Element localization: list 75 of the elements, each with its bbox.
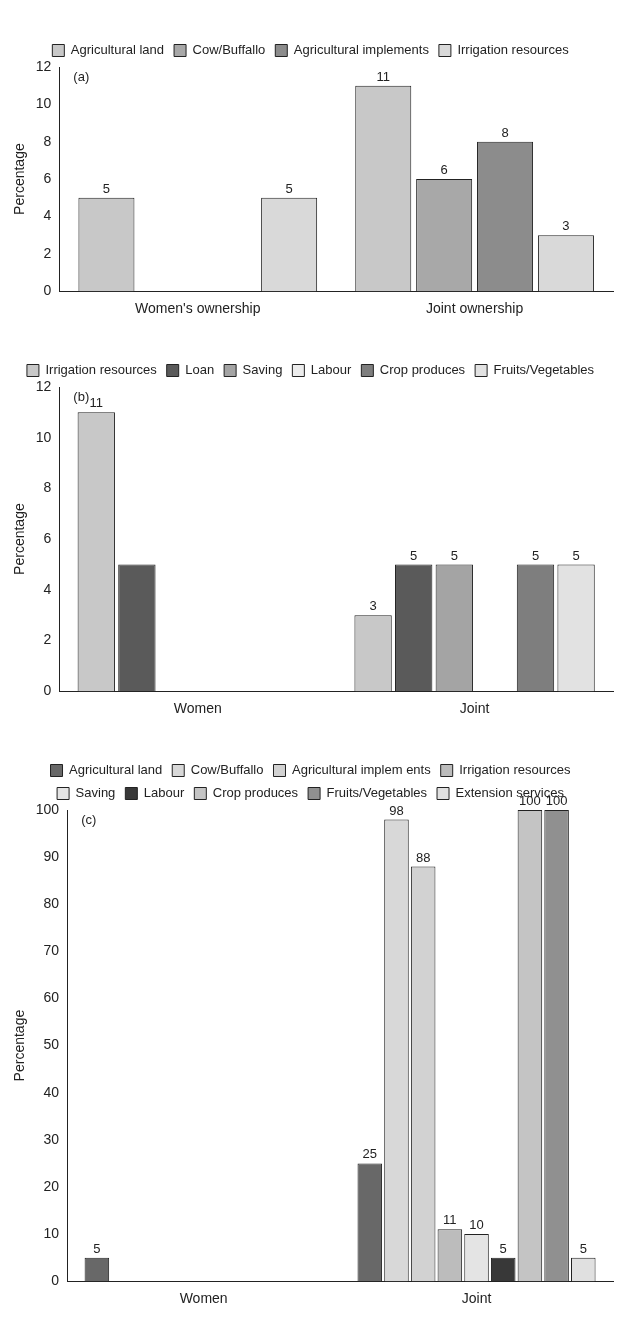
y-tick-label: 70 [43, 942, 60, 959]
legend-label: Fruits/Vegetables [326, 785, 428, 801]
y-tick-label: 6 [43, 169, 52, 186]
annotation: (c) [81, 812, 97, 828]
legend-label: Irrigation resources [45, 362, 158, 378]
y-axis-title: Percentage [11, 143, 28, 215]
data-label: 3 [369, 598, 377, 614]
x-tick-label: Joint ownership [425, 300, 524, 317]
y-tick-label: 100 [35, 800, 60, 817]
data-label: 11 [376, 68, 390, 84]
y-tick-label: 12 [35, 377, 52, 394]
data-label: 98 [389, 802, 404, 818]
data-label: 5 [531, 547, 540, 563]
y-tick-label: 0 [43, 282, 52, 299]
legend-label: Labour [310, 362, 353, 378]
legend-label: Crop produces [212, 785, 299, 801]
data-label: 5 [579, 1240, 587, 1256]
legend-label: Irrigation resources [459, 762, 571, 778]
data-label: 5 [450, 547, 458, 563]
y-tick-label: 6 [43, 529, 52, 546]
data-label: 88 [415, 849, 431, 865]
x-tick-label: Women [179, 1290, 228, 1307]
y-tick-label: 20 [43, 1177, 60, 1194]
y-tick-label: 80 [43, 895, 60, 912]
y-tick-label: 2 [43, 244, 52, 261]
y-tick-label: 4 [43, 580, 52, 597]
data-label: 5 [285, 180, 293, 196]
data-label: 10 [469, 1217, 484, 1233]
x-tick-label: Joint [461, 1290, 492, 1307]
y-tick-label: 30 [43, 1130, 60, 1147]
legend-label: Agricultural land [70, 42, 165, 58]
y-tick-label: 8 [43, 479, 52, 496]
data-label: 5 [102, 180, 111, 196]
data-label: 6 [440, 162, 448, 178]
legend-label: Labour [143, 785, 185, 801]
legend-label: Cow/Buffallo [192, 42, 266, 58]
data-label: 11 [443, 1212, 457, 1228]
annotation: (b) [73, 389, 90, 405]
legend-label: Saving [242, 362, 283, 378]
y-tick-label: 10 [43, 1224, 60, 1241]
legend-label: Agricultural land [69, 762, 163, 778]
data-label: 5 [93, 1240, 101, 1256]
y-tick-label: 10 [35, 95, 52, 112]
legend-label: Crop produces [379, 362, 466, 378]
data-label: 5 [499, 1240, 507, 1256]
y-tick-label: 0 [43, 682, 52, 699]
y-tick-label: 10 [35, 428, 52, 445]
y-tick-label: 50 [43, 1036, 60, 1053]
y-tick-label: 0 [51, 1272, 60, 1289]
y-tick-label: 2 [43, 631, 52, 648]
y-tick-label: 90 [43, 847, 60, 864]
x-tick-label: Women's ownership [135, 300, 261, 317]
legend-label: Loan [185, 362, 215, 378]
annotation: (a) [73, 69, 90, 85]
legend-label: Irrigation resources [457, 42, 570, 58]
legend-label: Saving [75, 785, 116, 801]
x-tick-label: Women [173, 700, 222, 717]
data-label: 3 [562, 218, 570, 234]
x-tick-label: Joint [459, 700, 490, 717]
data-label: 5 [572, 547, 580, 563]
legend-label: Cow/Buffallo [190, 762, 264, 778]
y-axis-title: Percentage [11, 1009, 28, 1082]
y-tick-label: 60 [43, 989, 60, 1006]
legend-label: Agricultural implements [293, 42, 430, 58]
y-axis-title: Percentage [11, 503, 28, 575]
y-tick-label: 12 [35, 57, 52, 74]
data-label: 25 [362, 1146, 378, 1162]
y-tick-label: 8 [43, 132, 52, 149]
data-label: 8 [501, 124, 509, 140]
legend-label: Agricultural implem ents [291, 762, 432, 778]
data-label: 5 [410, 547, 418, 563]
y-tick-label: 40 [43, 1083, 60, 1100]
data-label: 11 [89, 395, 104, 411]
y-tick-label: 4 [43, 207, 52, 224]
legend-label: Fruits/Vegetables [493, 362, 595, 378]
